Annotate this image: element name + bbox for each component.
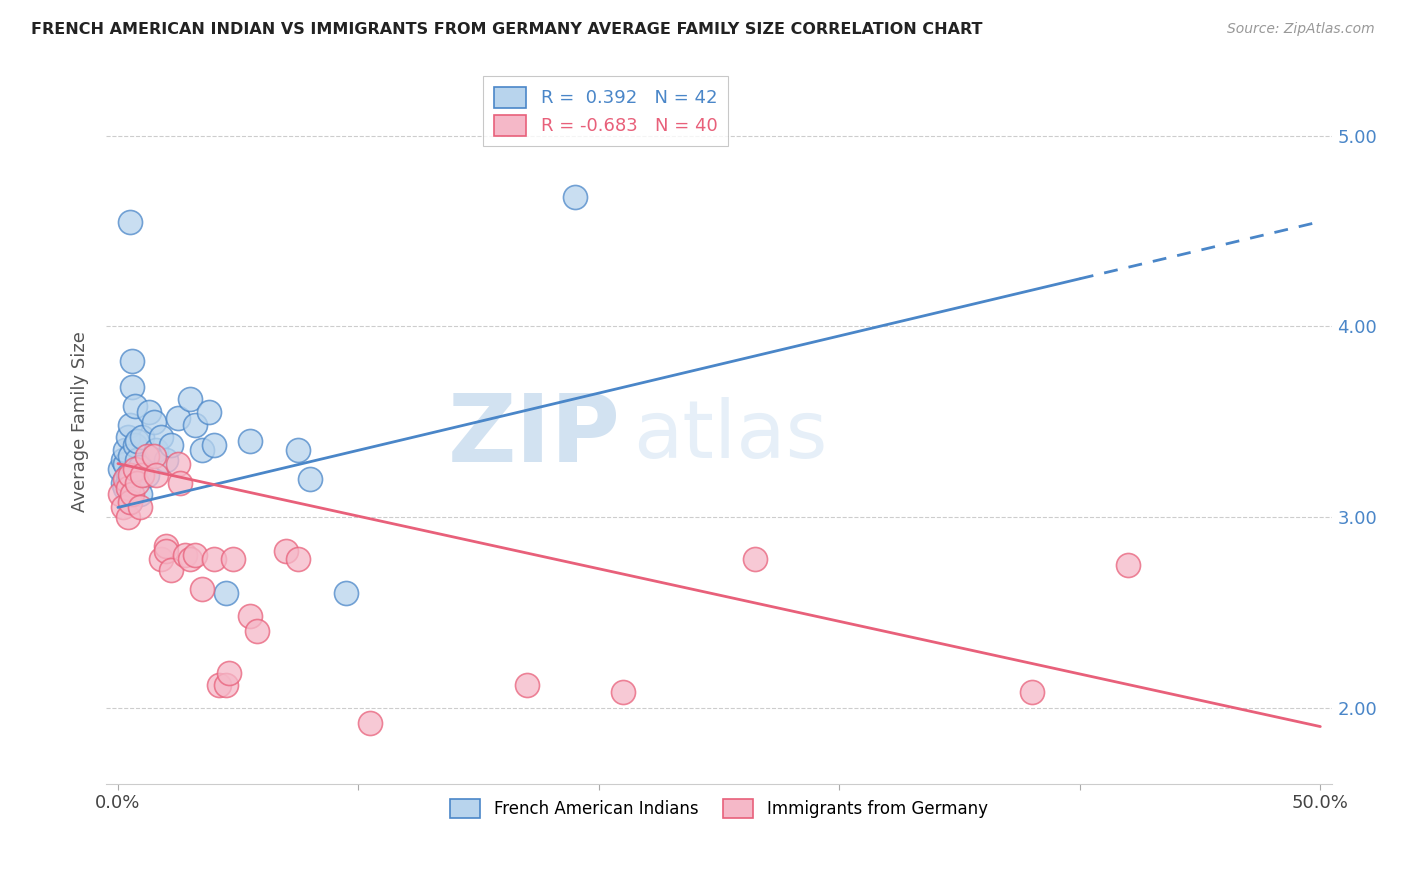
Point xyxy=(191,582,214,597)
Point xyxy=(114,472,136,486)
Point xyxy=(117,475,139,490)
Point xyxy=(145,468,167,483)
Point xyxy=(167,410,190,425)
Point xyxy=(118,418,141,433)
Point xyxy=(131,468,153,483)
Point xyxy=(131,430,153,444)
Point xyxy=(118,494,141,508)
Point xyxy=(127,452,149,467)
Point xyxy=(287,552,309,566)
Point xyxy=(335,586,357,600)
Point xyxy=(117,481,139,495)
Point xyxy=(155,544,177,558)
Point xyxy=(202,552,225,566)
Point xyxy=(160,437,183,451)
Point xyxy=(127,434,149,448)
Point xyxy=(287,443,309,458)
Point xyxy=(111,452,134,467)
Point xyxy=(276,544,298,558)
Point xyxy=(155,452,177,467)
Point xyxy=(174,548,197,562)
Point xyxy=(124,462,146,476)
Point xyxy=(121,468,143,483)
Point xyxy=(118,494,141,508)
Text: atlas: atlas xyxy=(633,397,828,475)
Point xyxy=(222,552,245,566)
Point xyxy=(118,468,141,483)
Point xyxy=(167,457,190,471)
Point xyxy=(218,666,240,681)
Point xyxy=(117,468,139,483)
Point xyxy=(215,586,238,600)
Point xyxy=(744,552,766,566)
Point xyxy=(128,500,150,515)
Point xyxy=(118,449,141,463)
Point xyxy=(150,552,173,566)
Text: FRENCH AMERICAN INDIAN VS IMMIGRANTS FROM GERMANY AVERAGE FAMILY SIZE CORRELATIO: FRENCH AMERICAN INDIAN VS IMMIGRANTS FRO… xyxy=(31,22,983,37)
Point xyxy=(179,552,201,566)
Point xyxy=(121,380,143,394)
Point xyxy=(299,472,322,486)
Point xyxy=(1021,685,1043,699)
Point xyxy=(143,415,166,429)
Point xyxy=(118,214,141,228)
Point xyxy=(111,500,134,515)
Point xyxy=(124,400,146,414)
Point xyxy=(516,678,538,692)
Point xyxy=(191,443,214,458)
Point xyxy=(127,475,149,490)
Y-axis label: Average Family Size: Average Family Size xyxy=(72,331,89,512)
Point xyxy=(145,443,167,458)
Point xyxy=(208,678,231,692)
Point xyxy=(135,449,157,463)
Point xyxy=(117,430,139,444)
Point xyxy=(135,468,157,483)
Point xyxy=(128,460,150,475)
Point xyxy=(114,443,136,458)
Point xyxy=(143,449,166,463)
Point xyxy=(110,487,132,501)
Point xyxy=(155,539,177,553)
Point xyxy=(121,353,143,368)
Point xyxy=(169,475,191,490)
Point xyxy=(564,190,586,204)
Point xyxy=(359,715,381,730)
Point xyxy=(117,510,139,524)
Point xyxy=(239,434,262,448)
Point xyxy=(1116,558,1139,572)
Legend: French American Indians, Immigrants from Germany: French American Indians, Immigrants from… xyxy=(441,790,995,826)
Point xyxy=(114,457,136,471)
Point xyxy=(150,430,173,444)
Point xyxy=(160,563,183,577)
Point xyxy=(202,437,225,451)
Point xyxy=(138,405,160,419)
Point xyxy=(111,475,134,490)
Text: Source: ZipAtlas.com: Source: ZipAtlas.com xyxy=(1227,22,1375,37)
Point xyxy=(124,437,146,451)
Point xyxy=(121,487,143,501)
Point xyxy=(179,392,201,406)
Point xyxy=(198,405,221,419)
Point xyxy=(246,624,269,639)
Text: ZIP: ZIP xyxy=(449,390,621,483)
Point xyxy=(184,548,207,562)
Point xyxy=(114,481,136,495)
Point xyxy=(215,678,238,692)
Point xyxy=(110,462,132,476)
Point xyxy=(128,487,150,501)
Point xyxy=(184,418,207,433)
Point xyxy=(612,685,634,699)
Point xyxy=(239,609,262,624)
